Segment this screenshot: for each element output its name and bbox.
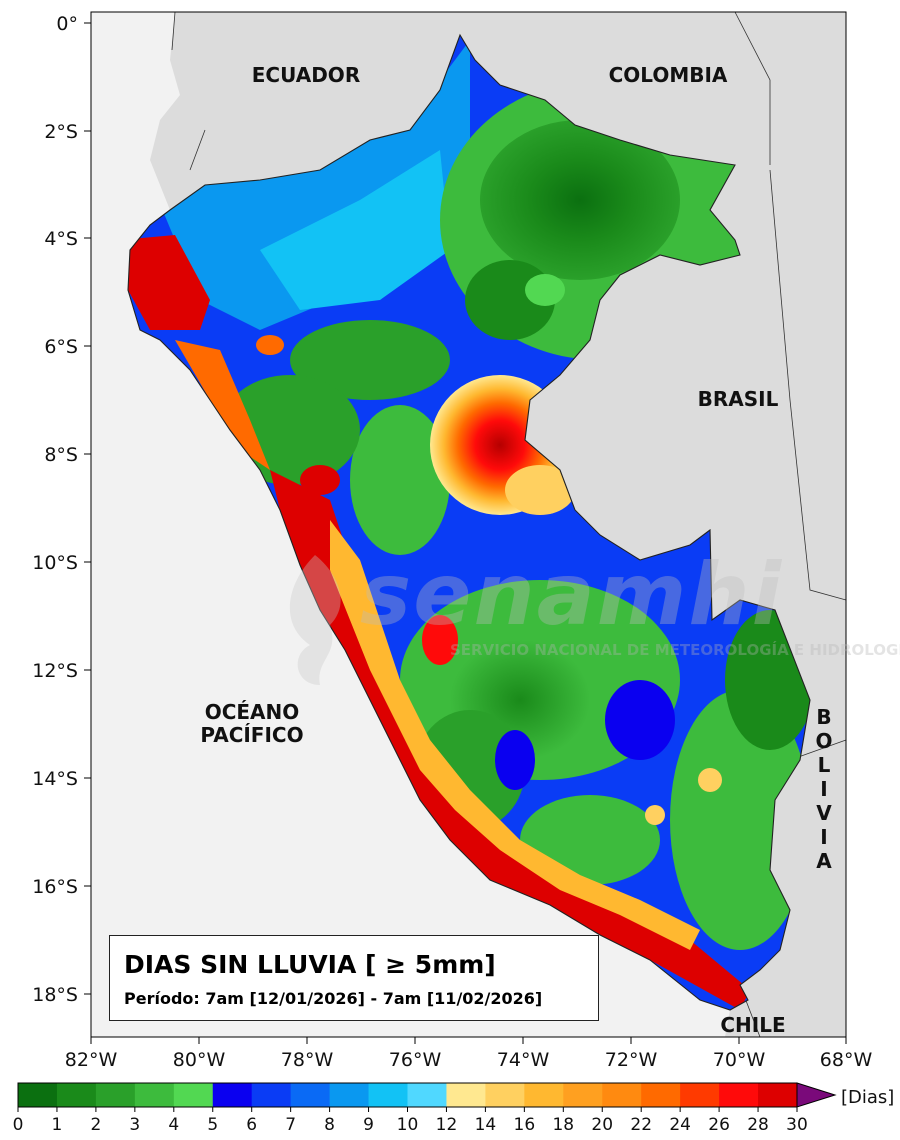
svg-text:B: B — [816, 705, 831, 729]
legend-title: DIAS SIN LLUVIA [ ≥ 5mm] — [124, 950, 496, 979]
svg-text:L: L — [818, 753, 831, 777]
colorbar-segment — [134, 1083, 175, 1107]
y-tick-label: 12°S — [32, 660, 78, 682]
colorbar-tick-label: 24 — [669, 1115, 691, 1135]
label-ecuador: ECUADOR — [252, 63, 360, 87]
y-axis: 0° 2°S 4°S 6°S 8°S 10°S 12°S 14°S 16°S 1… — [32, 13, 91, 1006]
colorbar-tick-label: 3 — [129, 1115, 140, 1135]
colorbar-segment — [251, 1083, 292, 1107]
legend-box: DIAS SIN LLUVIA [ ≥ 5mm] Período: 7am [1… — [109, 935, 599, 1021]
y-tick-label: 16°S — [32, 876, 78, 898]
label-bolivia: B O L I V I A — [815, 705, 832, 873]
colorbar-tick-label: 0 — [13, 1115, 24, 1135]
x-tick-label: 78°W — [281, 1049, 334, 1071]
colorbar-tick-label: 6 — [246, 1115, 257, 1135]
label-ocean-line2: PACÍFICO — [200, 723, 303, 747]
colorbar-segment — [446, 1083, 486, 1107]
neighbor-borders — [171, 11, 847, 1038]
colorbar-segment — [368, 1083, 408, 1107]
y-tick-label: 10°S — [32, 552, 78, 574]
label-brasil: BRASIL — [698, 387, 779, 411]
colorbar-segment — [173, 1083, 214, 1107]
colorbar-tick-label: 4 — [168, 1115, 179, 1135]
y-tick-label: 8°S — [44, 444, 78, 466]
x-tick-label: 70°W — [713, 1049, 766, 1071]
map-frame — [90, 11, 847, 1038]
y-tick-label: 4°S — [44, 228, 78, 250]
x-axis: 82°W 80°W 78°W 76°W 74°W 72°W 70°W 68°W — [65, 1037, 873, 1071]
svg-text:V: V — [816, 801, 832, 825]
colorbar-tick-label: 16 — [514, 1115, 536, 1135]
colorbar-tick-label: 26 — [708, 1115, 730, 1135]
colorbar-segment — [407, 1083, 447, 1107]
colorbar-tick-label: 8 — [324, 1115, 335, 1135]
colorbar-extend-arrow — [796, 1082, 837, 1108]
colorbar-segment — [641, 1083, 681, 1107]
colorbar: 0 1 2 3 4 5 6 7 8 9 10 12 14 16 18 20 22 24 26 28 30 — [13, 1082, 837, 1135]
colorbar-segment — [719, 1083, 759, 1107]
colorbar-segment — [290, 1083, 331, 1107]
colorbar-tick-label: 7 — [285, 1115, 296, 1135]
colorbar-tick-label: 22 — [630, 1115, 652, 1135]
senamhi-logo-icon — [289, 555, 341, 685]
colorbar-tick-label: 2 — [90, 1115, 101, 1135]
svg-text:A: A — [816, 849, 832, 873]
colorbar-segment — [18, 1083, 58, 1107]
y-tick-label: 18°S — [32, 984, 78, 1006]
watermark-subtitle: SERVICIO NACIONAL DE METEOROLOGÍA E HIDR… — [450, 641, 900, 659]
svg-text:I: I — [820, 825, 827, 849]
colorbar-segment — [329, 1083, 370, 1107]
x-tick-label: 68°W — [820, 1049, 873, 1071]
x-tick-label: 80°W — [173, 1049, 226, 1071]
colorbar-segment — [485, 1083, 525, 1107]
x-tick-label: 72°W — [605, 1049, 658, 1071]
colorbar-tick-label: 1 — [52, 1115, 63, 1135]
y-tick-label: 6°S — [44, 336, 78, 358]
colorbar-tick-label: 28 — [747, 1115, 769, 1135]
colorbar-segment — [602, 1083, 642, 1107]
label-chile: CHILE — [720, 1013, 785, 1037]
label-ocean-line1: OCÉANO — [205, 700, 300, 724]
colorbar-tick-label: 9 — [363, 1115, 374, 1135]
legend-period: Período: 7am [12/01/2026] - 7am [11/02/2… — [124, 989, 543, 1008]
colorbar-segment — [212, 1083, 253, 1107]
label-colombia: COLOMBIA — [609, 63, 728, 87]
x-tick-label: 76°W — [389, 1049, 442, 1071]
senamhi-watermark: senamhi SERVICIO NACIONAL DE METEOROLOGÍ… — [270, 545, 900, 695]
y-tick-label: 2°S — [44, 121, 78, 143]
watermark-brand: senamhi — [360, 545, 784, 645]
pacific-ocean — [91, 12, 730, 1037]
colorbar-tick-label: 14 — [475, 1115, 497, 1135]
colorbar-segment — [95, 1083, 136, 1107]
colorbar-tick-label: 12 — [436, 1115, 458, 1135]
colorbar-tick-label: 20 — [591, 1115, 613, 1135]
svg-text:I: I — [820, 777, 827, 801]
colorbar-tick-label: 10 — [397, 1115, 419, 1135]
colorbar-segment — [524, 1083, 564, 1107]
svg-text:O: O — [815, 729, 832, 753]
y-tick-label: 14°S — [32, 768, 78, 790]
colorbar-segment — [56, 1083, 97, 1107]
colorbar-tick-label: 18 — [552, 1115, 574, 1135]
y-tick-label: 0° — [56, 13, 78, 35]
colorbar-tick-label: 30 — [786, 1115, 808, 1135]
colorbar-unit: [Dias] — [841, 1087, 894, 1108]
colorbar-segment — [680, 1083, 720, 1107]
x-tick-label: 82°W — [65, 1049, 118, 1071]
x-tick-label: 74°W — [497, 1049, 550, 1071]
colorbar-tick-label: 5 — [207, 1115, 218, 1135]
colorbar-segment — [563, 1083, 603, 1107]
colorbar-segment — [758, 1083, 798, 1107]
